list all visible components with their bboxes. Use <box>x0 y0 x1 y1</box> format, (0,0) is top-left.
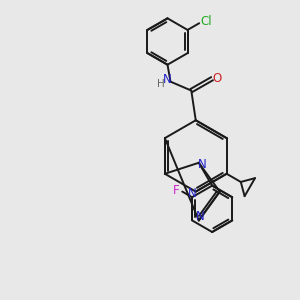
Text: O: O <box>213 72 222 85</box>
Text: N: N <box>188 187 197 200</box>
Text: N: N <box>198 158 207 171</box>
Text: Cl: Cl <box>200 15 212 28</box>
Text: F: F <box>172 184 179 196</box>
Text: N: N <box>196 210 205 224</box>
Text: N: N <box>163 73 171 86</box>
Text: H: H <box>157 79 165 89</box>
